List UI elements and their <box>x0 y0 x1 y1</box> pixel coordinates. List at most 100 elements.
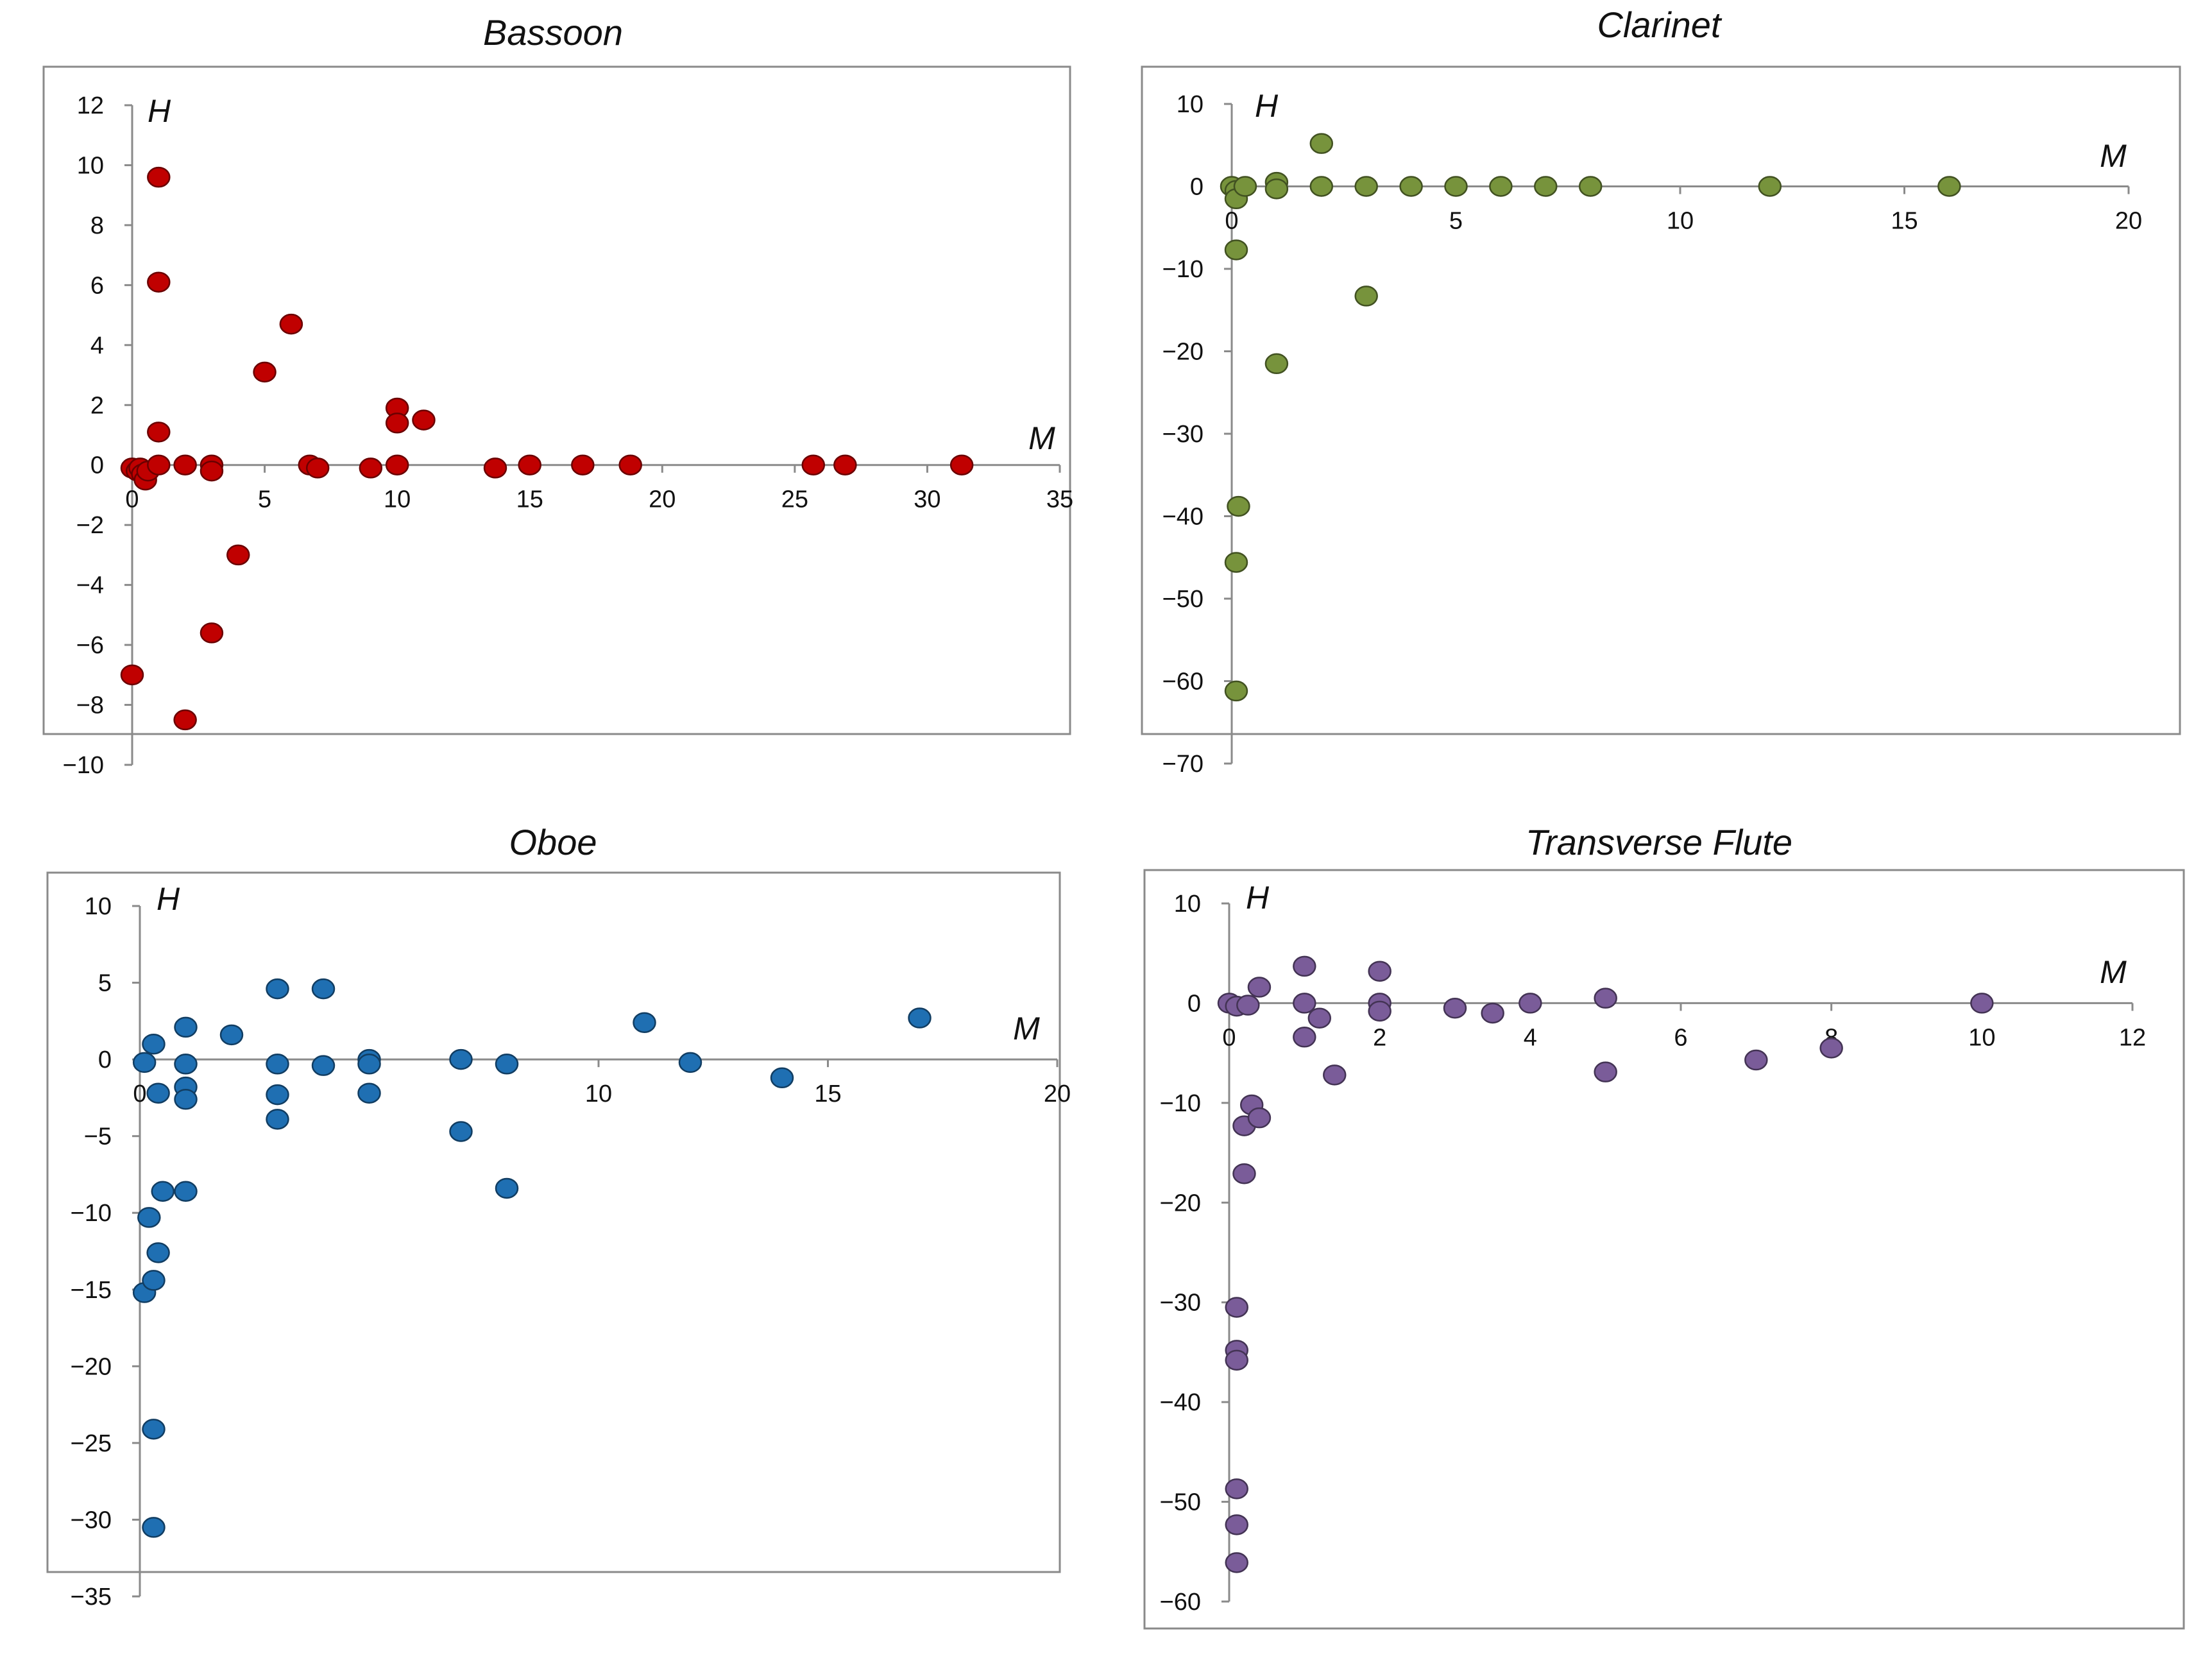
data-point <box>495 1177 519 1199</box>
data-point <box>1368 961 1391 982</box>
data-point <box>1225 1297 1248 1318</box>
data-point <box>174 1181 198 1202</box>
y-tick-label: 10 <box>1177 91 1204 118</box>
data-point <box>1519 993 1542 1014</box>
x-tick-label: 20 <box>649 486 676 513</box>
y-tick-label: −60 <box>1162 669 1204 696</box>
data-point <box>1534 176 1558 197</box>
data-point <box>1307 1007 1332 1029</box>
data-point <box>633 1012 656 1033</box>
y-tick-label: −25 <box>71 1430 112 1457</box>
x-axis-label: M <box>2100 954 2127 990</box>
data-point <box>801 454 826 475</box>
data-point <box>1443 997 1467 1019</box>
x-tick-label: 4 <box>1524 1024 1537 1051</box>
x-tick-label: 15 <box>814 1081 841 1107</box>
x-axis-label: M <box>1013 1011 1040 1047</box>
data-point <box>359 457 383 479</box>
transverse-flute-scatter-plot: 100−10−20−30−40−50−60024681012MH <box>1143 869 2185 1630</box>
y-axis-label: H <box>157 881 180 917</box>
data-point <box>1247 977 1272 998</box>
y-tick-label: −20 <box>1162 339 1204 366</box>
data-point <box>1481 1002 1504 1024</box>
data-point <box>142 1419 166 1440</box>
y-tick-label: 2 <box>90 392 104 419</box>
data-point <box>266 1054 289 1075</box>
y-tick-label: −30 <box>1160 1290 1201 1317</box>
data-point <box>1232 1163 1256 1184</box>
y-tick-label: −20 <box>71 1353 112 1380</box>
y-tick-label: 4 <box>90 332 104 359</box>
data-point <box>1594 987 1617 1009</box>
data-point <box>137 1207 161 1228</box>
x-tick-label: 25 <box>781 486 808 513</box>
data-point <box>151 1181 174 1202</box>
data-point <box>833 454 857 475</box>
data-point <box>357 1054 381 1075</box>
x-tick-label: 0 <box>1222 1024 1236 1051</box>
data-point <box>266 978 289 1000</box>
y-tick-label: 5 <box>98 970 112 997</box>
data-point <box>1293 1027 1316 1048</box>
data-point <box>1225 1478 1248 1500</box>
data-point <box>1247 1107 1272 1129</box>
data-point <box>173 709 197 731</box>
y-tick-label: −40 <box>1162 504 1204 531</box>
data-point <box>132 1052 157 1073</box>
y-axis-label: H <box>148 93 171 129</box>
data-point <box>518 454 541 475</box>
data-point <box>1937 176 1961 197</box>
y-tick-label: −10 <box>1160 1090 1201 1117</box>
data-point <box>385 454 409 475</box>
data-point <box>147 166 171 188</box>
plot-frame <box>46 871 1061 1573</box>
y-tick-label: −40 <box>1160 1389 1201 1416</box>
transverse-flute-chart-panel: Transverse Flute 10 0 −10 −20 −30 −40 −50 −60 0 2… <box>1106 815 2212 1658</box>
data-point <box>483 457 507 479</box>
data-point <box>147 271 171 293</box>
y-tick-label: 0 <box>1187 990 1201 1017</box>
y-tick-label: −10 <box>71 1200 112 1227</box>
data-point <box>311 1055 336 1076</box>
data-point <box>1309 176 1334 197</box>
x-tick-label: 5 <box>258 486 271 513</box>
y-axis-label: H <box>1246 880 1270 916</box>
x-tick-label: 30 <box>914 486 940 513</box>
data-point <box>1264 353 1289 375</box>
x-tick-label: 5 <box>1449 208 1463 235</box>
y-tick-label: −35 <box>71 1584 112 1611</box>
data-point <box>1236 995 1260 1016</box>
y-tick-label: 0 <box>98 1047 112 1073</box>
y-tick-label: −20 <box>1160 1190 1201 1217</box>
data-point <box>949 454 974 475</box>
y-axis-label: H <box>1255 88 1279 124</box>
data-point <box>120 664 144 686</box>
data-point <box>1758 176 1782 197</box>
data-point <box>142 1033 166 1055</box>
y-tick-label: −60 <box>1160 1589 1201 1616</box>
x-tick-label: 35 <box>1046 486 1073 513</box>
data-point <box>1264 178 1289 200</box>
y-tick-label: −70 <box>1162 751 1204 778</box>
data-point <box>571 454 595 475</box>
data-point <box>385 413 409 434</box>
data-point <box>1293 993 1316 1014</box>
data-point <box>266 1109 289 1130</box>
data-point <box>1227 495 1250 517</box>
data-point <box>1744 1049 1768 1071</box>
y-tick-label: 8 <box>90 212 104 239</box>
x-tick-label: 6 <box>1674 1024 1687 1051</box>
data-point <box>226 544 250 566</box>
data-point <box>311 978 336 1000</box>
x-tick-label: 10 <box>384 486 411 513</box>
data-point <box>1354 286 1378 307</box>
bassoon-chart-panel: Bassoon 12 10 8 6 4 2 0 −2 −4 −6 −8 −10 0 5 10 15 20 25 30… <box>0 0 1106 815</box>
x-tick-label: 0 <box>1225 208 1238 235</box>
y-tick-label: 10 <box>1174 891 1201 918</box>
y-tick-label: 0 <box>90 452 104 479</box>
data-point <box>200 622 224 644</box>
y-tick-label: 0 <box>1190 174 1204 201</box>
data-point <box>1233 176 1257 197</box>
chart-title: Transverse Flute <box>1526 822 1792 862</box>
